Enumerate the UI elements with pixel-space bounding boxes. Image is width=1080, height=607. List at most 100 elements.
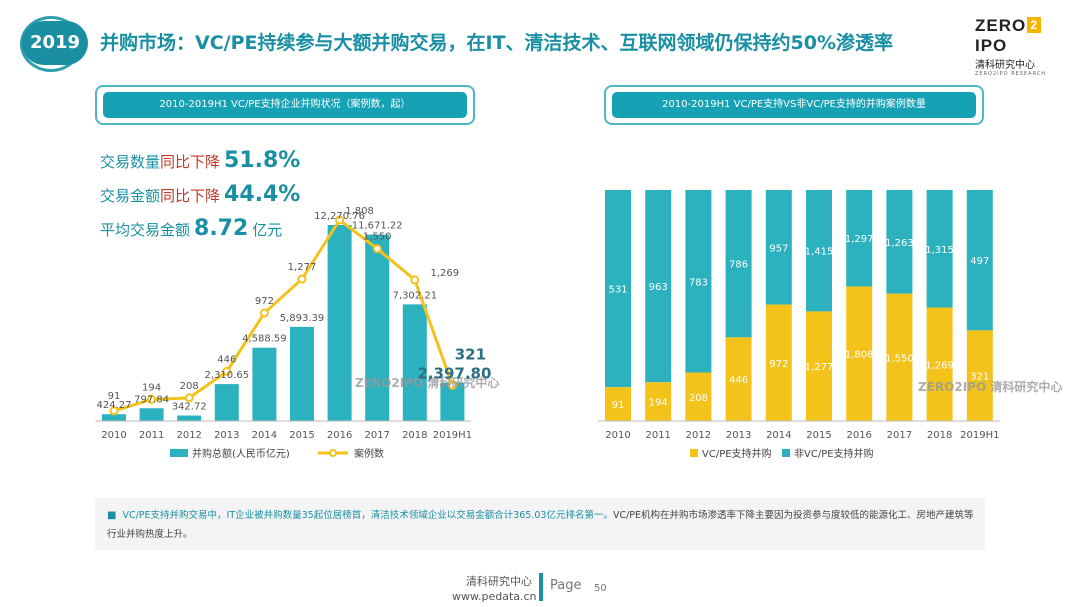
left-line-value-label: 208 <box>180 381 199 392</box>
left-bar-value-label: 2,397.80 <box>417 365 491 383</box>
right-bar-vcpe <box>966 330 993 421</box>
right-non-vcpe-label: 497 <box>970 256 989 267</box>
footer-url[interactable]: www.pedata.cn <box>452 590 537 603</box>
right-bar-non-vcpe <box>846 190 873 287</box>
right-non-vcpe-label: 957 <box>769 243 788 254</box>
left-x-tick: 2012 <box>176 430 201 441</box>
left-x-tick: 2013 <box>214 430 239 441</box>
right-non-vcpe-label: 963 <box>649 282 668 293</box>
left-bar-value-label: 797.84 <box>134 394 169 405</box>
right-bar-non-vcpe <box>605 190 631 388</box>
right-bar-vcpe <box>765 304 792 421</box>
right-bar-non-vcpe <box>765 190 792 305</box>
stat-unit: 亿元 <box>252 221 283 239</box>
footer-org: 清科研究中心 <box>466 575 532 588</box>
left-bar <box>102 414 126 421</box>
legend-swatch-vcpe <box>690 449 698 457</box>
stat-label: 交易金额 <box>100 187 161 205</box>
note-bullet: ■ <box>107 510 117 521</box>
note-text: ■ VC/PE支持并购交易中，IT企业被并购数量35起位居榜首，清洁技术领域企业以… <box>107 506 977 544</box>
stat-row: 交易数量同比下降 51.8% <box>100 148 300 182</box>
right-non-vcpe-label: 783 <box>689 277 708 288</box>
left-line-point <box>372 244 382 254</box>
right-bar-vcpe <box>846 286 873 421</box>
stat-row: 交易金额同比下降 44.4% <box>100 182 300 216</box>
right-bar-vcpe <box>645 382 672 421</box>
left-bar-value-label: 5,893.39 <box>280 313 325 324</box>
left-bar <box>177 415 202 421</box>
right-x-tick: 2011 <box>645 430 670 441</box>
left-bar <box>327 225 352 421</box>
left-line-value-label: 1,550 <box>363 232 392 243</box>
left-line-point <box>147 394 157 404</box>
left-x-tick: 2018 <box>402 430 427 441</box>
legend-label-vcpe: VC/PE支持并购 <box>702 447 772 460</box>
left-bar <box>252 347 277 421</box>
left-bar-value-label: 2,310.65 <box>205 370 250 381</box>
right-vcpe-label: 194 <box>649 398 668 409</box>
legend-label-amount: 并购总额(人民币亿元) <box>192 447 290 460</box>
right-panel-header: 2010-2019H1 VC/PE支持VS非VC/PE支持的并购案例数量 <box>604 85 984 125</box>
right-non-vcpe-label: 786 <box>729 260 748 271</box>
left-watermark: ZERO2IPO 清科研究中心 <box>355 375 499 390</box>
note-rest: VC/PE机构在并购市场渗透率下降主要因为投资参与度较低的能源化工、房地产建筑等… <box>107 510 974 540</box>
left-line-value-label: 972 <box>255 296 274 307</box>
right-vcpe-label: 446 <box>729 375 748 386</box>
right-non-vcpe-label: 531 <box>608 285 627 296</box>
footer-page-label: Page <box>550 578 582 593</box>
right-vcpe-label: 972 <box>769 359 788 370</box>
note-lead: VC/PE支持并购交易中，IT企业被并购数量35起位居榜首，清洁技术领域企业以交… <box>122 510 613 521</box>
right-x-tick: 2013 <box>726 430 751 441</box>
summary-note: ■ VC/PE支持并购交易中，IT企业被并购数量35起位居榜首，清洁技术领域企业以… <box>95 498 985 550</box>
logo-text-left: ZERO <box>975 16 1027 35</box>
left-bar <box>214 384 239 421</box>
right-bar-vcpe <box>685 372 712 421</box>
left-x-tick: 2010 <box>101 430 126 441</box>
left-bar <box>365 234 390 421</box>
right-bar-vcpe <box>725 337 752 421</box>
right-bar-non-vcpe <box>685 190 712 373</box>
right-bar-non-vcpe <box>966 190 993 331</box>
left-line-point <box>410 275 420 285</box>
left-bar <box>402 304 427 421</box>
stats-block: 交易数量同比下降 51.8% 交易金额同比下降 44.4% 平均交易金额 8.72 亿元 <box>100 148 300 250</box>
legend-label-non-vcpe: 非VC/PE支持并购 <box>794 447 874 460</box>
left-line-point <box>297 274 307 284</box>
right-vcpe-label: 321 <box>970 372 989 383</box>
legend-swatch-count-dot <box>329 449 337 457</box>
right-bar-vcpe <box>605 387 631 421</box>
left-x-tick: 2014 <box>252 430 277 441</box>
logo-tagline: ZERO2IPO RESEARCH <box>975 71 1047 77</box>
left-x-tick: 2016 <box>327 430 352 441</box>
left-x-tick: 2015 <box>289 430 314 441</box>
stat-emph: 同比下降 <box>160 187 221 205</box>
left-bar-value-label: 11,671.22 <box>352 221 403 232</box>
right-x-tick: 2016 <box>846 430 871 441</box>
left-panel-title: 2010-2019H1 VC/PE支持企业并购状况（案例数，起） <box>103 92 467 118</box>
left-line-value-label: 1,269 <box>430 268 459 279</box>
left-line-point <box>447 380 457 390</box>
page-title: 并购市场：VC/PE持续参与大额并购交易，在IT、清洁技术、互联网领域仍保持约5… <box>100 32 894 54</box>
left-bar-value-label: 12,270.76 <box>314 211 365 222</box>
stat-emph: 同比下降 <box>160 153 221 171</box>
logo-box: 2 <box>1027 17 1042 33</box>
left-x-tick: 2019H1 <box>433 430 472 441</box>
left-line-value-label: 321 <box>455 345 486 363</box>
legend-label-count: 案例数 <box>354 447 384 460</box>
right-non-vcpe-label: 1,297 <box>845 234 874 245</box>
right-bar-non-vcpe <box>886 190 913 294</box>
left-line-value-label: 194 <box>142 382 161 393</box>
left-bar <box>290 326 314 421</box>
left-line-value-label: 446 <box>217 354 236 365</box>
right-bar-non-vcpe <box>725 190 752 338</box>
stat-label: 交易数量 <box>100 153 161 171</box>
left-line-value-label: 91 <box>108 391 121 402</box>
right-x-tick: 2018 <box>927 430 952 441</box>
legend-swatch-amount <box>170 449 188 457</box>
left-line-value-label: 1,808 <box>345 206 374 217</box>
footer-page-number: 50 <box>594 583 607 594</box>
stat-value: 44.4% <box>224 182 301 207</box>
stat-label: 平均交易金额 <box>100 221 191 239</box>
right-x-tick: 2010 <box>605 430 630 441</box>
right-watermark: ZERO2IPO 清科研究中心 <box>918 379 1062 394</box>
